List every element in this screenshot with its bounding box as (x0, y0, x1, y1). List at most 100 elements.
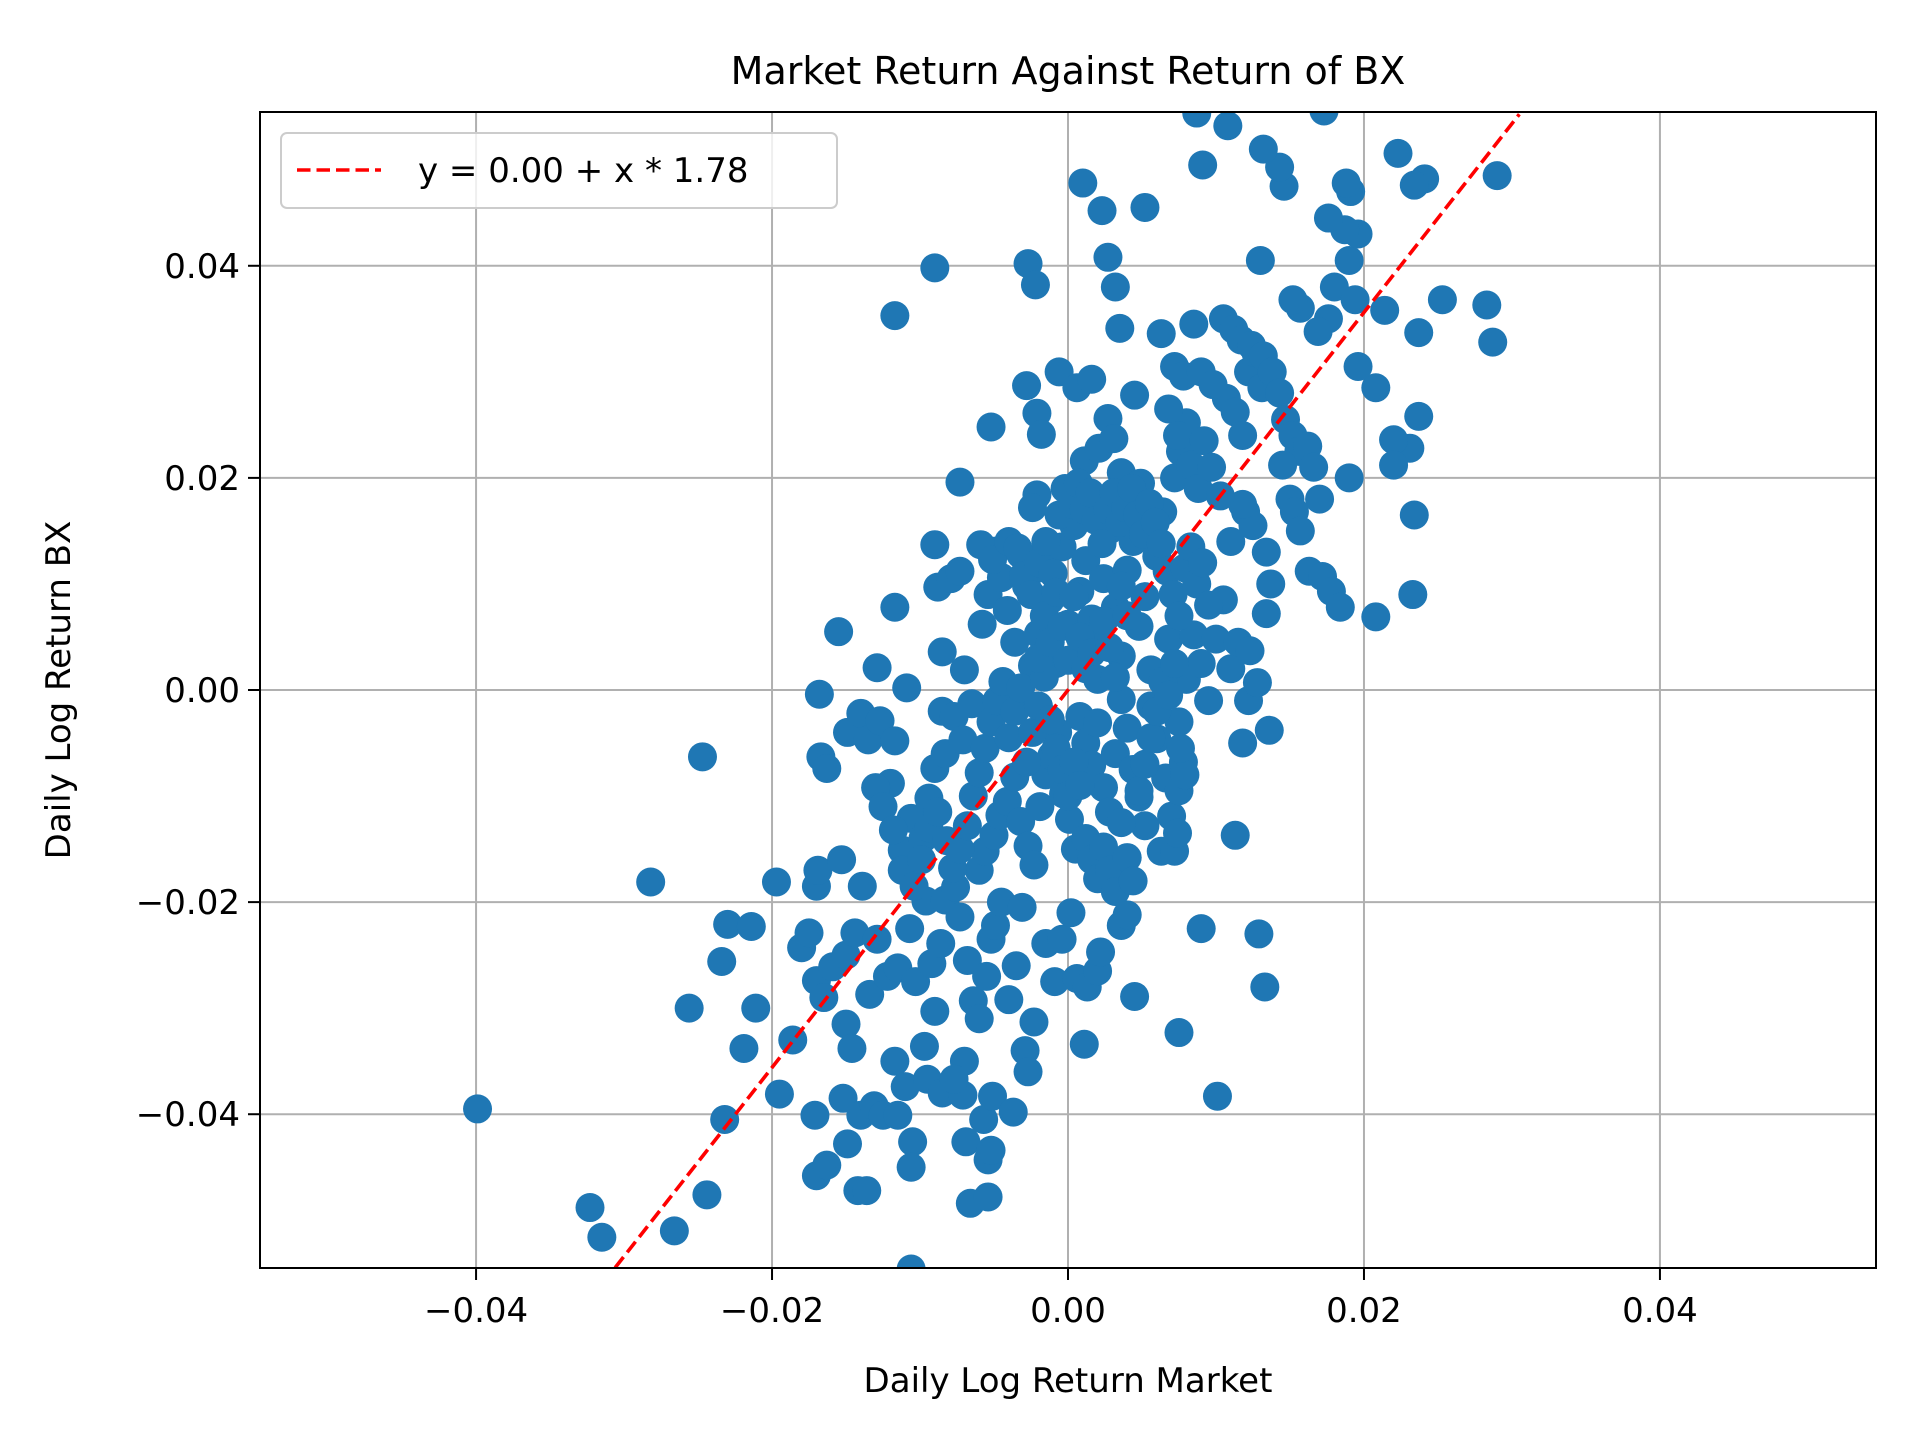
data-point (1000, 627, 1030, 657)
data-point (880, 592, 910, 622)
data-point (710, 1105, 740, 1135)
data-point (1278, 285, 1308, 315)
data-point (927, 637, 957, 667)
data-point (878, 815, 908, 845)
data-point (951, 1127, 981, 1157)
data-point (837, 1033, 867, 1063)
data-point (1228, 420, 1258, 450)
data-point (880, 301, 910, 331)
data-point (764, 1079, 794, 1109)
data-point (1056, 898, 1086, 928)
data-point (862, 924, 892, 954)
data-point (945, 556, 975, 586)
data-point (1186, 648, 1216, 678)
data-point (812, 753, 842, 783)
data-point (883, 1100, 913, 1130)
data-point (976, 412, 1006, 442)
data-point (831, 1009, 861, 1039)
data-point (945, 834, 975, 864)
data-point (1213, 112, 1243, 141)
y-tick-label: −0.02 (136, 883, 240, 923)
data-point (945, 467, 975, 497)
data-point (970, 733, 1000, 763)
data-point (1361, 602, 1391, 632)
y-tick-label: −0.04 (136, 1095, 240, 1135)
data-point (1003, 533, 1033, 563)
data-point (1170, 760, 1200, 790)
data-point (636, 867, 666, 897)
data-point (926, 928, 956, 958)
data-point (1197, 452, 1227, 482)
data-point (1083, 708, 1113, 738)
data-point (969, 1105, 999, 1135)
data-point (1089, 832, 1119, 862)
data-point (1118, 866, 1148, 896)
data-point (1059, 582, 1089, 612)
data-point (1201, 624, 1231, 654)
data-point (949, 655, 979, 685)
legend-box (280, 132, 838, 209)
data-point (920, 996, 950, 1026)
data-point (1100, 272, 1130, 302)
x-tick-label: −0.04 (424, 1291, 528, 1331)
data-point (833, 1129, 863, 1159)
data-point (463, 1094, 493, 1124)
data-point (1427, 285, 1457, 315)
data-point (707, 947, 737, 977)
data-point (1250, 972, 1280, 1002)
data-point (794, 918, 824, 948)
data-point (1194, 590, 1224, 620)
data-point (1478, 327, 1508, 357)
data-point (1303, 317, 1333, 347)
data-point (1188, 150, 1218, 180)
data-point (1089, 606, 1119, 636)
data-point (998, 1097, 1028, 1127)
data-point (1012, 747, 1042, 777)
data-point (1220, 397, 1250, 427)
data-point (1146, 529, 1176, 559)
data-point (1068, 168, 1098, 198)
data-point (1325, 592, 1355, 622)
data-point (1472, 290, 1502, 320)
data-point (1313, 203, 1343, 233)
data-point (895, 914, 925, 944)
legend: y = 0.00 + x * 1.78 (280, 132, 838, 209)
data-point (1319, 272, 1349, 302)
data-point (972, 961, 1002, 991)
data-point (976, 1135, 1006, 1165)
data-point (1244, 919, 1274, 949)
data-point (1399, 500, 1429, 530)
data-point (1165, 733, 1195, 763)
data-point (1334, 245, 1364, 275)
data-point (1228, 489, 1258, 519)
data-point (1189, 426, 1219, 456)
data-point (1265, 378, 1295, 408)
data-point (1154, 624, 1184, 654)
y-tick-label: 0.00 (164, 671, 240, 711)
data-point (1106, 571, 1136, 601)
data-point (1106, 808, 1136, 838)
data-point (847, 871, 877, 901)
data-point (1130, 811, 1160, 841)
data-point (1164, 707, 1194, 737)
data-point (1019, 1007, 1049, 1037)
data-point (865, 706, 895, 736)
data-point (1340, 285, 1370, 315)
data-point (692, 1180, 722, 1210)
regression-line (613, 113, 1521, 1268)
data-point (1163, 818, 1193, 848)
data-point (1026, 419, 1056, 449)
y-axis-ticks: −0.04 −0.02 0.00 0.02 0.04 (136, 247, 260, 1135)
data-point (920, 530, 950, 560)
data-point (1087, 196, 1117, 226)
data-point (1202, 1081, 1232, 1111)
data-point (978, 1081, 1008, 1111)
data-point (1182, 112, 1212, 128)
data-point (840, 918, 870, 948)
data-point (1305, 484, 1335, 514)
data-point (1047, 924, 1077, 954)
data-point (736, 912, 766, 942)
data-point (831, 940, 861, 970)
data-point (812, 1150, 842, 1180)
